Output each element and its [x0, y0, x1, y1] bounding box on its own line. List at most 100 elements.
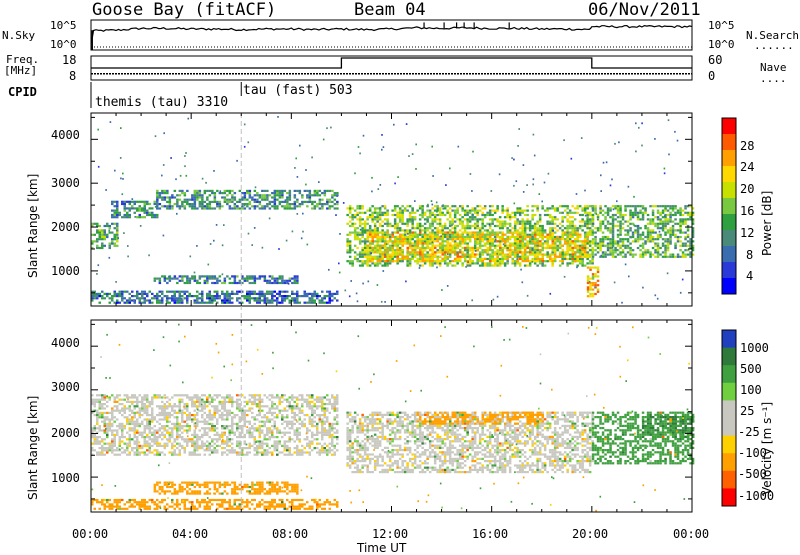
power-speck — [472, 151, 474, 153]
power-cell — [346, 238, 349, 240]
power-cell — [669, 227, 672, 229]
power-cell — [201, 196, 204, 198]
power-cell — [639, 236, 642, 238]
power-cell — [136, 291, 139, 293]
power-cell — [407, 251, 410, 253]
power-cell — [451, 236, 454, 238]
power-cell — [571, 251, 574, 253]
power-cell — [454, 253, 457, 255]
power-cell — [384, 262, 387, 264]
power-cell — [437, 238, 440, 240]
velocity-cell — [149, 418, 152, 420]
power-cell — [499, 258, 502, 260]
power-cell — [637, 227, 640, 229]
power-cell — [677, 236, 680, 238]
power-speck — [184, 155, 186, 157]
power-cell — [526, 234, 529, 236]
power-cell — [99, 234, 102, 236]
power-cell — [161, 192, 164, 194]
power-cell — [281, 192, 284, 194]
power-cell — [226, 302, 229, 304]
power-cell — [592, 249, 595, 251]
velocity-cell — [189, 425, 192, 427]
velocity-cell — [206, 445, 209, 447]
power-cell — [269, 275, 272, 277]
power-cell — [684, 221, 687, 223]
velocity-cell — [94, 438, 97, 440]
power-cell — [539, 229, 542, 231]
power-speck — [585, 215, 587, 217]
power-cell — [379, 251, 382, 253]
power-cell — [286, 280, 289, 282]
power-cell — [522, 245, 525, 247]
power-cell — [439, 214, 442, 216]
power-cell — [236, 201, 239, 203]
power-cell — [244, 194, 247, 196]
power-cell — [449, 236, 452, 238]
power-cell — [109, 227, 112, 229]
power-cell — [231, 194, 234, 196]
power-cell — [469, 216, 472, 218]
velocity-cell — [131, 438, 134, 440]
power-cell — [536, 256, 539, 258]
power-cell — [141, 291, 144, 293]
power-cell — [554, 253, 557, 255]
velocity-cell — [141, 407, 144, 409]
velocity-cell — [189, 399, 192, 401]
power-cell — [189, 199, 192, 201]
velocity-cell — [129, 401, 132, 403]
power-cell — [551, 221, 554, 223]
power-cell — [544, 253, 547, 255]
power-cell — [454, 221, 457, 223]
power-cell — [286, 297, 289, 299]
power-cell — [466, 247, 469, 249]
power-cell — [566, 262, 569, 264]
power-cell — [369, 207, 372, 209]
power-cell — [516, 218, 519, 220]
power-speck — [432, 204, 434, 206]
power-cell — [484, 262, 487, 264]
power-cell — [604, 236, 607, 238]
power-cell — [494, 253, 497, 255]
power-cell — [361, 236, 364, 238]
power-cell — [361, 205, 364, 207]
power-cell — [436, 214, 439, 216]
power-cell — [374, 227, 377, 229]
velocity-cell — [184, 440, 187, 442]
power-cell — [654, 223, 657, 225]
power-cell — [547, 236, 550, 238]
power-cell — [584, 225, 587, 227]
power-cell — [239, 297, 242, 299]
power-cell — [399, 218, 402, 220]
power-cell — [124, 207, 127, 209]
power-cell — [659, 212, 662, 214]
velocity-cell — [169, 414, 172, 416]
power-speck — [354, 172, 356, 174]
power-cell — [359, 212, 362, 214]
power-cell — [324, 190, 327, 192]
power-cell — [459, 234, 462, 236]
power-speck — [96, 273, 98, 275]
power-speck — [98, 264, 100, 266]
power-cell — [599, 249, 602, 251]
power-cell — [214, 299, 217, 301]
velocity-cell — [171, 436, 174, 438]
power-speck — [563, 139, 565, 141]
power-cell — [639, 210, 642, 212]
power-cell — [154, 295, 157, 297]
power-cell — [406, 221, 409, 223]
power-cell — [664, 251, 667, 253]
velocity-cell — [171, 423, 174, 425]
power-cell — [254, 280, 257, 282]
power-cell — [426, 251, 429, 253]
power-cell — [244, 192, 247, 194]
power-cell — [401, 218, 404, 220]
velocity-cell — [199, 436, 202, 438]
power-cell — [422, 256, 425, 258]
power-cell — [514, 253, 517, 255]
power-cell — [489, 243, 492, 245]
power-cell — [216, 282, 219, 284]
velocity-cell — [144, 407, 147, 409]
power-cell — [444, 260, 447, 262]
power-cell — [564, 238, 567, 240]
